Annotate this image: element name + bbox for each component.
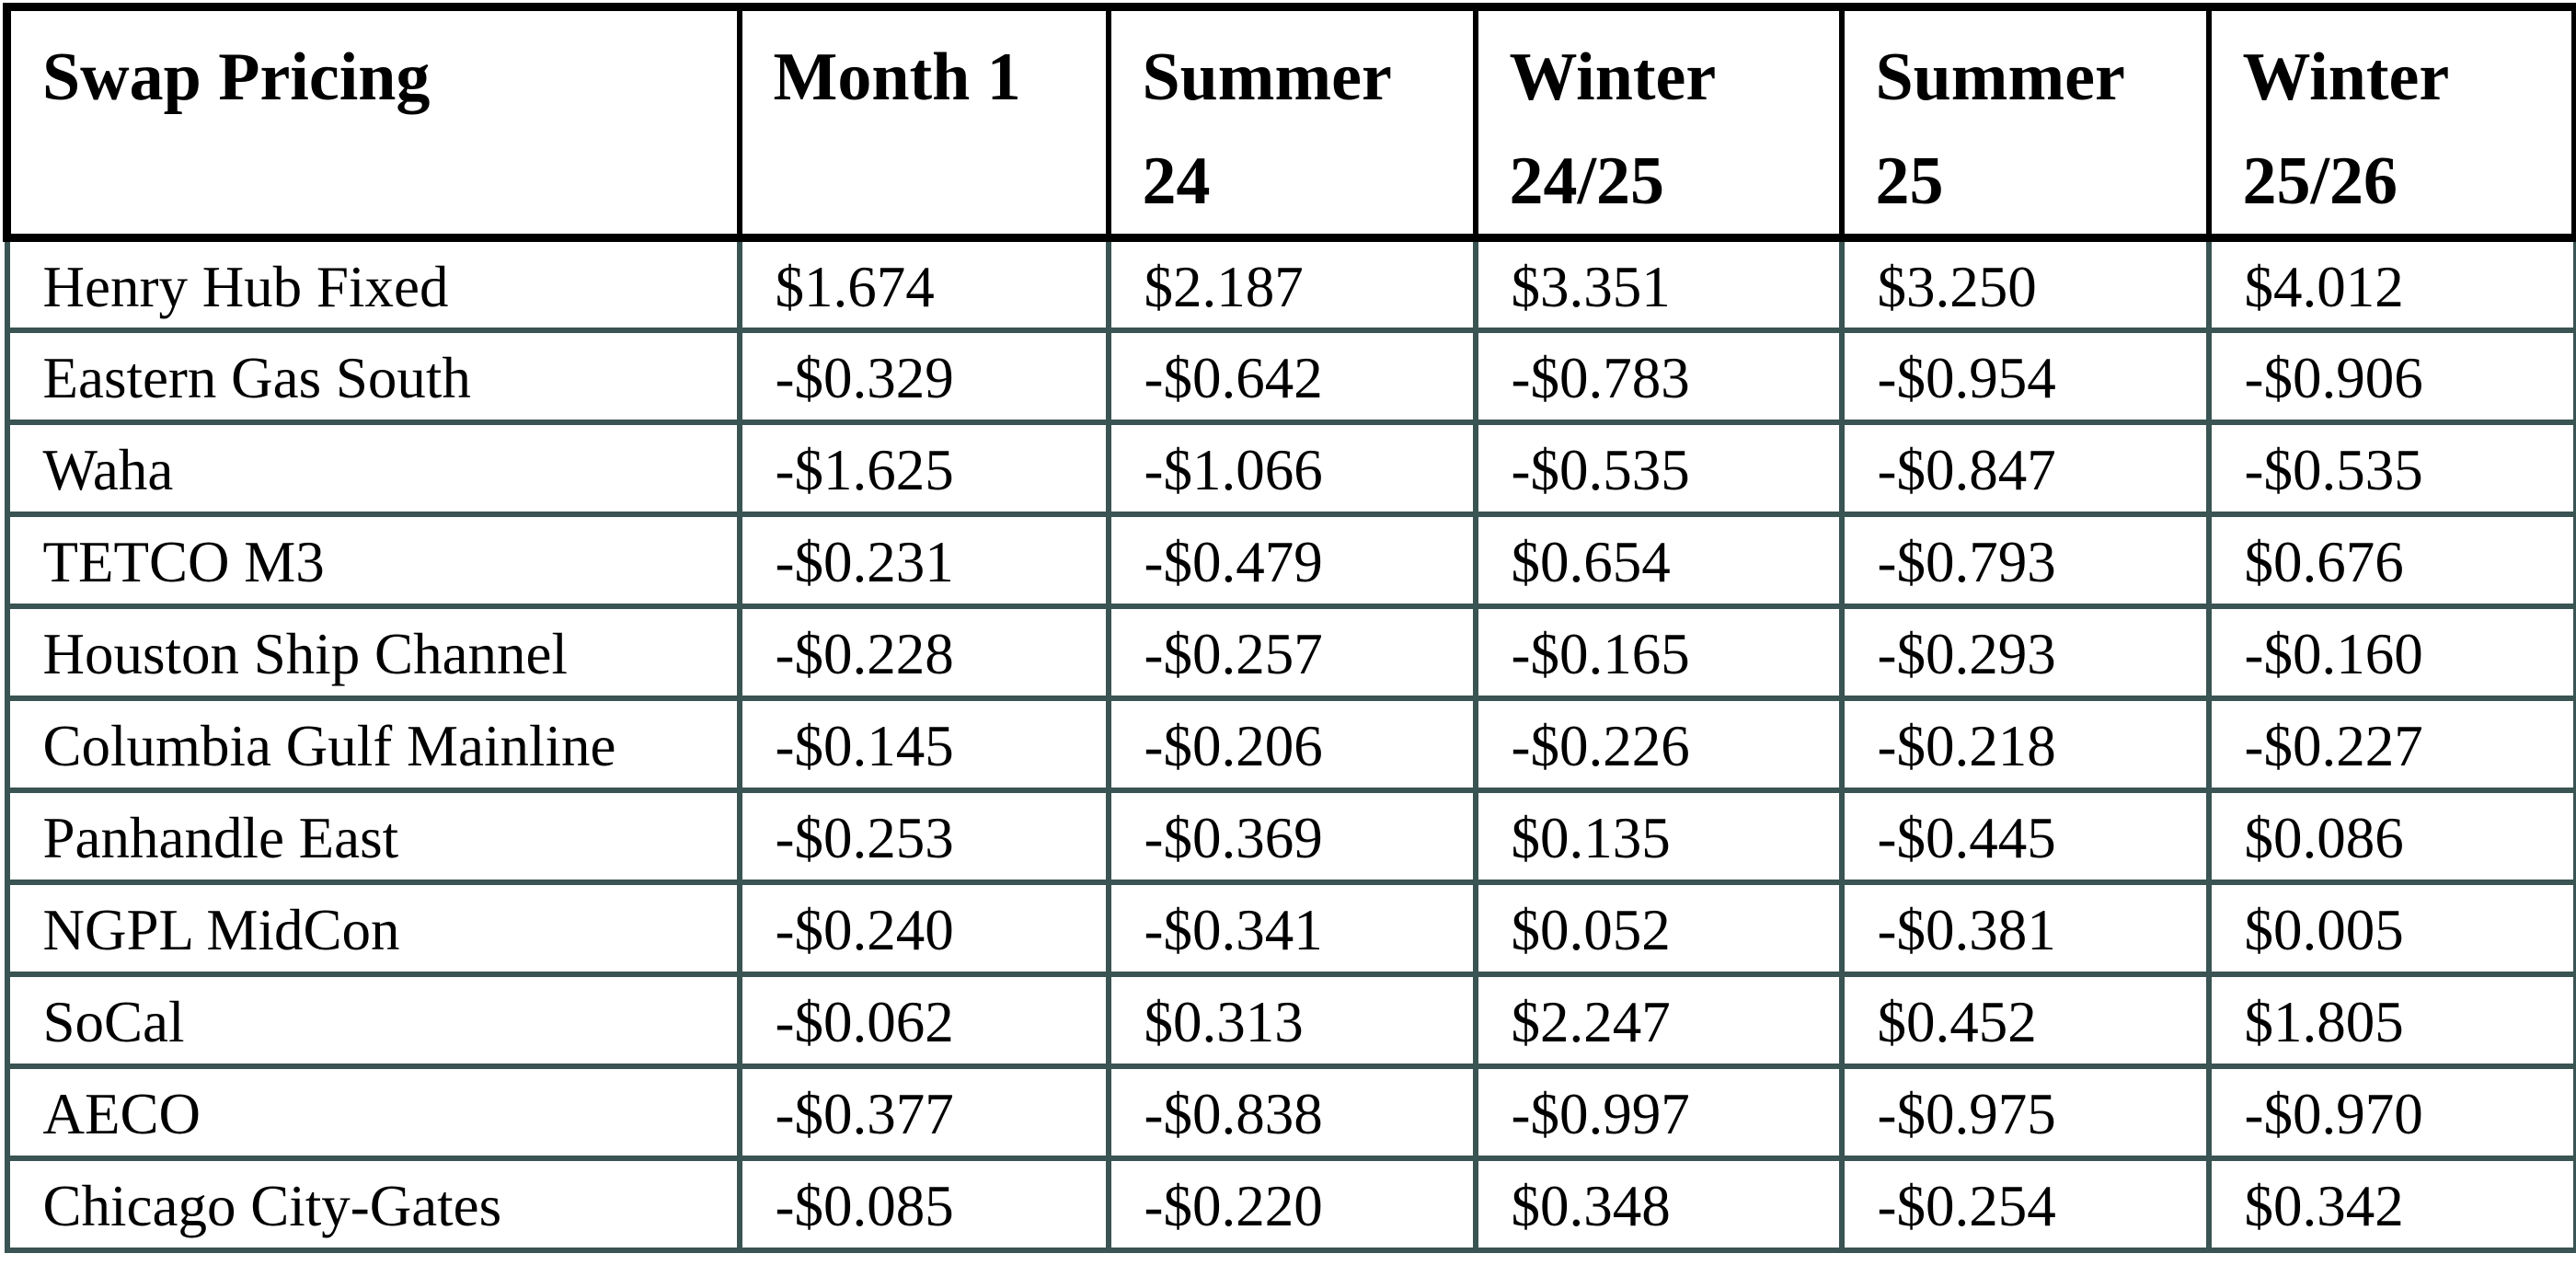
table-row: Houston Ship Channel -$0.228 -$0.257 -$0… [4,603,2576,701]
hub-name-cell: Henry Hub Fixed [4,234,742,333]
table-row: Eastern Gas South -$0.329 -$0.642 -$0.78… [4,327,2576,425]
price-cell: -$0.227 [2205,695,2576,793]
price-cell: -$0.257 [1105,603,1478,701]
price-cell: $3.351 [1472,234,1845,333]
price-cell: $1.805 [2205,971,2576,1069]
price-cell: -$0.165 [1472,603,1845,701]
hub-name-cell: TETCO M3 [4,511,742,609]
price-cell: -$0.906 [2205,327,2576,425]
price-cell: -$0.160 [2205,603,2576,701]
hub-name-cell: Chicago City-Gates [4,1155,742,1253]
hub-name-cell: Columbia Gulf Mainline [4,695,742,793]
column-header-summer25: Summer 25 [1838,3,2212,242]
price-cell: -$0.145 [736,695,1111,793]
price-cell: -$0.642 [1105,327,1478,425]
price-cell: $2.187 [1105,234,1478,333]
swap-pricing-table: Swap Pricing Month 1 Summer 24 Winter 24… [3,3,2576,1253]
price-cell: -$0.970 [2205,1063,2576,1161]
hub-name-cell: SoCal [4,971,742,1069]
price-cell: -$0.377 [736,1063,1111,1161]
price-cell: $3.250 [1838,234,2212,333]
hub-name-cell: Houston Ship Channel [4,603,742,701]
price-cell: -$0.997 [1472,1063,1845,1161]
price-cell: -$1.066 [1105,419,1478,517]
price-cell: -$0.535 [2205,419,2576,517]
price-cell: $0.654 [1472,511,1845,609]
price-cell: -$0.783 [1472,327,1845,425]
table-body: Henry Hub Fixed $1.674 $2.187 $3.351 $3.… [4,234,2576,1253]
price-cell: -$0.226 [1472,695,1845,793]
swap-pricing-table-container: Swap Pricing Month 1 Summer 24 Winter 24… [3,3,2576,1253]
hub-name-cell: AECO [4,1063,742,1161]
price-cell: $0.342 [2205,1155,2576,1253]
table-row: Henry Hub Fixed $1.674 $2.187 $3.351 $3.… [4,234,2576,333]
price-cell: -$0.381 [1838,879,2212,977]
price-cell: $0.135 [1472,787,1845,885]
table-row: Columbia Gulf Mainline -$0.145 -$0.206 -… [4,695,2576,793]
price-cell: -$0.838 [1105,1063,1478,1161]
price-cell: $0.313 [1105,971,1478,1069]
hub-name-cell: Eastern Gas South [4,327,742,425]
price-cell: $0.052 [1472,879,1845,977]
column-header-winter2425: Winter 24/25 [1472,3,1845,242]
price-cell: -$0.793 [1838,511,2212,609]
price-cell: -$0.369 [1105,787,1478,885]
price-cell: $0.452 [1838,971,2212,1069]
table-row: TETCO M3 -$0.231 -$0.479 $0.654 -$0.793 … [4,511,2576,609]
table-row: Panhandle East -$0.253 -$0.369 $0.135 -$… [4,787,2576,885]
price-cell: -$0.954 [1838,327,2212,425]
table-title-cell: Swap Pricing [3,3,742,242]
price-cell: -$0.240 [736,879,1111,977]
price-cell: -$0.341 [1105,879,1478,977]
price-cell: -$0.228 [736,603,1111,701]
price-cell: -$1.625 [736,419,1111,517]
price-cell: $0.348 [1472,1155,1845,1253]
hub-name-cell: Panhandle East [4,787,742,885]
price-cell: -$0.220 [1105,1155,1478,1253]
price-cell: -$0.231 [736,511,1111,609]
price-cell: -$0.975 [1838,1063,2212,1161]
price-cell: -$0.218 [1838,695,2212,793]
hub-name-cell: Waha [4,419,742,517]
column-header-month1: Month 1 [736,3,1111,242]
hub-name-cell: NGPL MidCon [4,879,742,977]
price-cell: -$0.445 [1838,787,2212,885]
price-cell: -$0.085 [736,1155,1111,1253]
price-cell: $0.676 [2205,511,2576,609]
price-cell: -$0.329 [736,327,1111,425]
price-cell: -$0.847 [1838,419,2212,517]
table-row: Waha -$1.625 -$1.066 -$0.535 -$0.847 -$0… [4,419,2576,517]
table-row: Chicago City-Gates -$0.085 -$0.220 $0.34… [4,1155,2576,1253]
price-cell: $4.012 [2205,234,2576,333]
price-cell: -$0.206 [1105,695,1478,793]
table-row: AECO -$0.377 -$0.838 -$0.997 -$0.975 -$0… [4,1063,2576,1161]
table-header: Swap Pricing Month 1 Summer 24 Winter 24… [3,3,2576,242]
column-header-winter2526: Winter 25/26 [2205,3,2576,242]
price-cell: $2.247 [1472,971,1845,1069]
price-cell: -$0.479 [1105,511,1478,609]
price-cell: -$0.062 [736,971,1111,1069]
column-header-summer24: Summer 24 [1105,3,1478,242]
price-cell: -$0.535 [1472,419,1845,517]
price-cell: -$0.253 [736,787,1111,885]
price-cell: -$0.293 [1838,603,2212,701]
price-cell: $1.674 [736,234,1111,333]
header-row: Swap Pricing Month 1 Summer 24 Winter 24… [3,3,2576,242]
table-row: NGPL MidCon -$0.240 -$0.341 $0.052 -$0.3… [4,879,2576,977]
price-cell: -$0.254 [1838,1155,2212,1253]
price-cell: $0.086 [2205,787,2576,885]
table-row: SoCal -$0.062 $0.313 $2.247 $0.452 $1.80… [4,971,2576,1069]
price-cell: $0.005 [2205,879,2576,977]
